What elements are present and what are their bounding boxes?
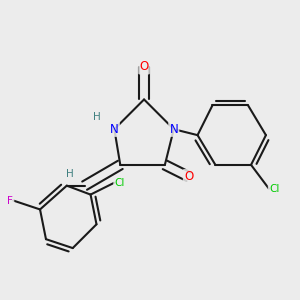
- Text: F: F: [8, 196, 13, 206]
- Text: H: H: [93, 112, 101, 122]
- Text: H: H: [66, 169, 74, 179]
- Text: O: O: [184, 170, 193, 183]
- Text: Cl: Cl: [114, 178, 125, 188]
- Text: N: N: [110, 123, 119, 136]
- Text: O: O: [140, 60, 149, 73]
- Text: N: N: [169, 123, 178, 136]
- Text: Cl: Cl: [269, 184, 279, 194]
